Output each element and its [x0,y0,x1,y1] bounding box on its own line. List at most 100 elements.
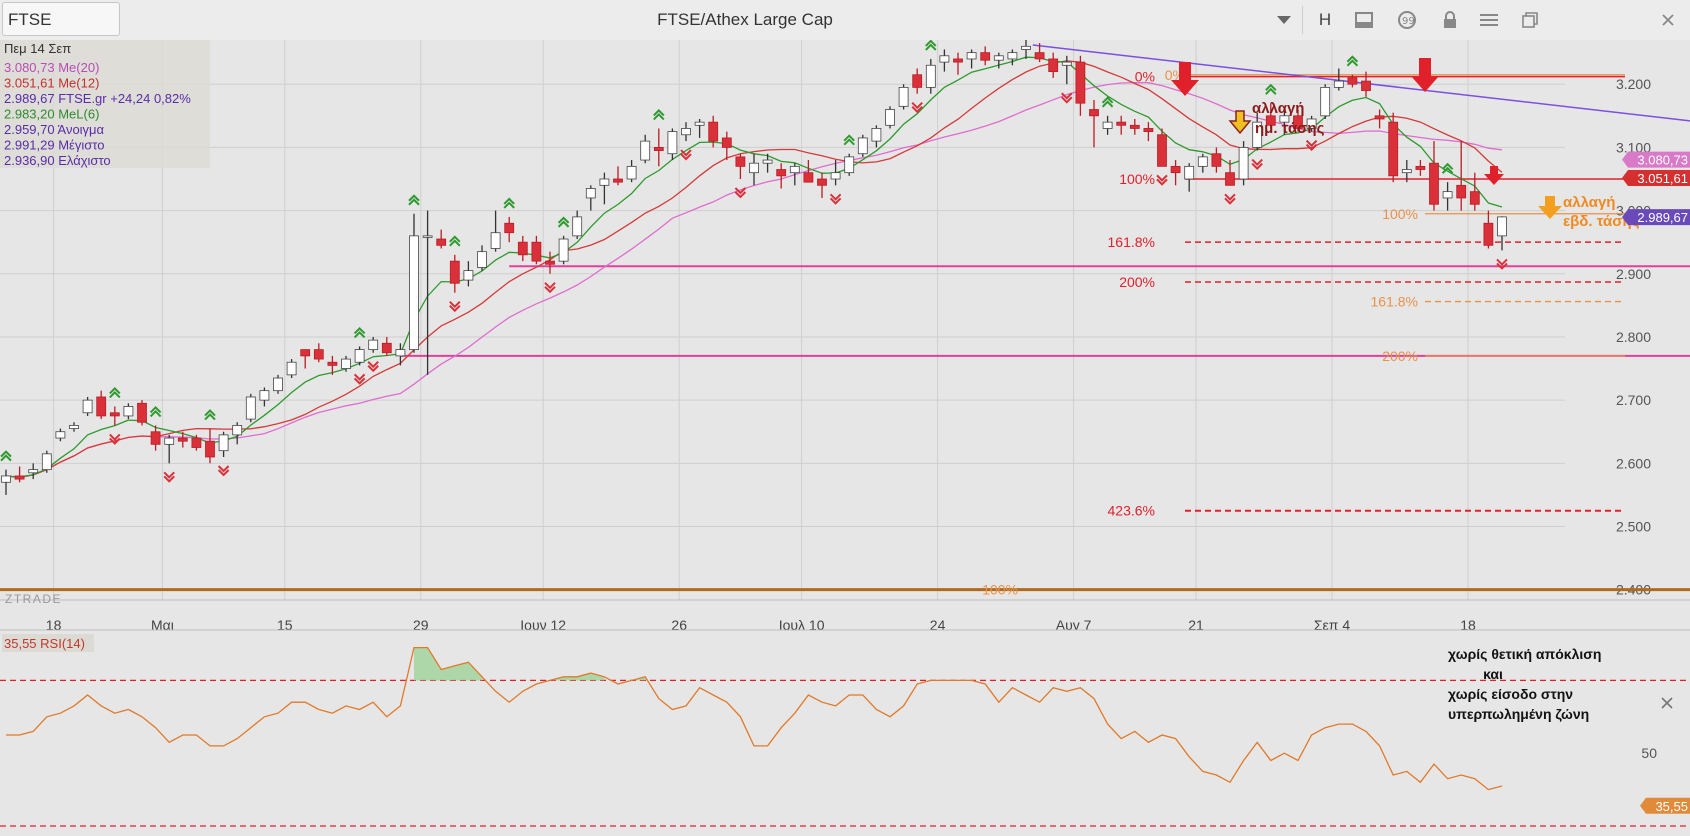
fib-label-orange: 100% [982,582,1018,598]
chart-title: FTSE/Athex Large Cap [657,10,833,29]
annotation-weekly-trend-1: αλλαγή [1563,194,1615,211]
sell-signal-chevron [353,373,366,385]
buy-signal-chevron [1101,96,1114,108]
fib-label-red: 200% [1119,274,1155,290]
buy-signal-chevron [503,197,515,209]
rsi-close-icon[interactable] [1661,697,1673,709]
chart-area[interactable]: ZTRADE 3.2003.1003.0002.9002.8002.7002.6… [0,40,1690,836]
red-down-arrow [1411,58,1439,92]
y-tick-label: 3.100 [1616,139,1651,155]
toolbar: FTSE FTSE/Athex Large Cap H 99 [0,0,1690,41]
candle-body [1075,61,1086,104]
candle-body [1238,147,1249,180]
candle-body [1279,115,1290,123]
candle-body [803,172,814,183]
svg-text:99: 99 [1402,16,1415,27]
sell-signal-chevron [1496,258,1508,270]
lock-icon[interactable] [1428,0,1472,40]
orange-down-arrow [1538,196,1562,219]
candle-body [531,241,542,262]
sell-signal-chevron [1305,139,1318,152]
candle-body [1197,156,1208,167]
candle-body [395,349,406,357]
candle-body [449,260,460,284]
price-labels: 3.080,73 3.051,61 2.989,67 [1622,151,1690,226]
chart-type-icon[interactable] [1342,0,1386,40]
rsi-note-line: χωρίς θετική απόκλιση [1448,646,1601,662]
candle-body [925,64,936,88]
x-tick-label: 18 [46,617,62,633]
candle-body [1320,86,1331,117]
candle-body [939,55,950,63]
buy-signal-chevron [843,134,855,146]
candle-body [667,131,678,155]
rsi-label-bg [2,634,94,652]
buy-signal-chevron [149,405,162,418]
candle-body [1306,118,1317,129]
candle-body [409,235,419,350]
rsi-overbought-fill [550,673,605,681]
candle-body [354,349,365,363]
candle-body [749,162,759,174]
sell-signal-chevron [1251,158,1263,170]
legend-row: 2.991,29 Μέγιστο [4,138,104,153]
x-tick-label: 21 [1188,617,1204,633]
candle-body [150,431,161,445]
candle-body [205,440,215,458]
buy-signal-chevron [1346,55,1359,67]
buy-signal-chevron [109,387,121,399]
candle-body [1469,191,1480,205]
candle-body [259,390,270,401]
candle-body [1293,115,1303,129]
candle-body [830,172,841,180]
buy-signal-chevron [1265,83,1277,95]
close-icon[interactable] [1646,0,1690,40]
candle-body [871,128,882,142]
rsi-label: 35,55 RSI(14) [4,636,85,651]
price-tag [1622,209,1690,226]
legend-background [0,40,210,168]
candle-body [735,156,746,167]
watermark: ZTRADE [5,592,62,606]
candlesticks [1,40,1507,495]
sell-signal-chevron [734,187,747,199]
candle-body [1225,172,1235,186]
candle-body [1388,121,1399,177]
fib-label-orange: 200% [1382,348,1418,364]
candle-body [572,216,583,237]
yellow-down-arrow [1228,110,1252,135]
x-tick-label: 24 [930,617,946,633]
x-tick-label: Μαι [151,617,174,633]
candle-body [504,222,515,234]
fib-label-red: 423.6% [1108,503,1155,519]
dropdown-icon[interactable] [1262,0,1306,40]
comment-icon[interactable]: 99 [1385,0,1429,40]
legend-row: 2.989,67 FTSE.gr +24,24 0,82% [4,91,191,106]
price-tag-label: 2.989,67 [1637,210,1688,225]
candle-body [164,437,175,445]
annotation-weekly-trend-2: εβδ. τάσης [1563,213,1640,230]
y-tick-label: 2.700 [1616,392,1651,408]
candle-body [762,159,773,164]
restore-window-icon[interactable] [1508,0,1552,40]
candle-body [1497,216,1507,237]
x-tick-label: Σεπ 4 [1314,617,1350,633]
buy-signal-chevron [449,235,461,247]
candle-body [191,437,202,448]
legend-date: Πεμ 14 Σεπ [4,41,71,56]
candle-body [1252,121,1263,148]
candle-body [463,270,474,281]
sell-signal-chevron [544,282,556,294]
candle-body [980,52,991,61]
period-button[interactable]: H [1303,0,1347,40]
annotation-short-trend-1: αλλαγή [1252,100,1304,117]
candle-body [1007,52,1018,60]
candle-body [653,147,664,151]
symbol-input[interactable]: FTSE [2,2,120,36]
candle-body [966,52,977,60]
menu-icon[interactable] [1467,0,1511,40]
candle-body [1129,124,1140,129]
fib-label-red: 100% [1119,171,1155,187]
candle-body [789,165,800,174]
candle-body [844,156,855,174]
